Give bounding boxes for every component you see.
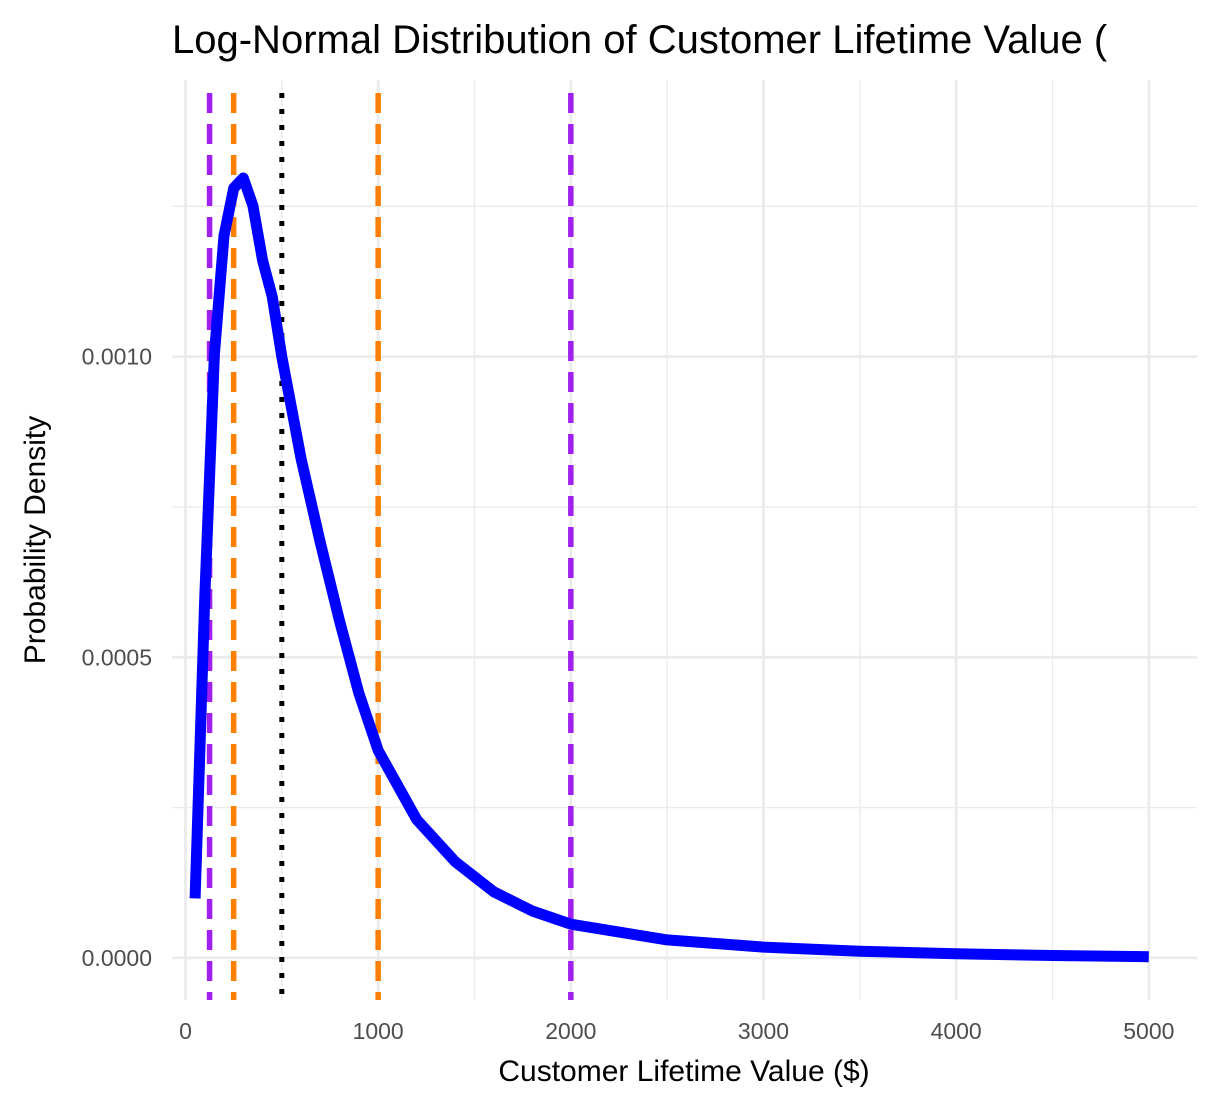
- y-axis-label: Probability Density: [19, 416, 52, 664]
- y-tick-label: 0.0000: [82, 945, 152, 971]
- y-tick-label: 0.0005: [82, 644, 152, 670]
- series-layer: [189, 172, 1149, 963]
- x-tick-label: 1000: [353, 1018, 404, 1044]
- x-tick-label: 5000: [1123, 1018, 1174, 1044]
- density-curve: [189, 172, 1149, 963]
- reference-lines: [206, 93, 574, 1000]
- x-tick-label: 2000: [545, 1018, 596, 1044]
- chart-title: Log-Normal Distribution of Customer Life…: [172, 18, 1108, 62]
- x-axis-label: Customer Lifetime Value ($): [498, 1055, 869, 1088]
- x-tick-label: 0: [179, 1018, 192, 1044]
- x-tick-label: 3000: [738, 1018, 789, 1044]
- tick-labels: 0 1000 2000 3000 4000 5000 0.0000 0.0005 0.0010: [82, 344, 1175, 1044]
- y-tick-label: 0.0010: [82, 344, 152, 370]
- x-tick-label: 4000: [931, 1018, 982, 1044]
- grid: [172, 80, 1197, 1000]
